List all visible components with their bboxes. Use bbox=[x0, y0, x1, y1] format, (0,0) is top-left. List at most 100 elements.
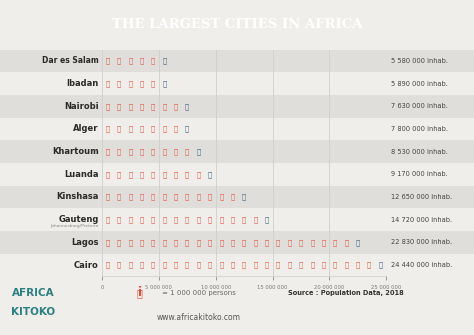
Text: 🚶: 🚶 bbox=[140, 262, 144, 268]
Text: 7 630 000 inhab.: 7 630 000 inhab. bbox=[391, 103, 447, 109]
Text: 🚶: 🚶 bbox=[299, 262, 303, 268]
Text: 🚶: 🚶 bbox=[117, 126, 121, 132]
Bar bbox=[0, 163, 474, 186]
Text: 🚶: 🚶 bbox=[185, 148, 189, 155]
Text: 🚶: 🚶 bbox=[117, 194, 121, 200]
Text: 🚶: 🚶 bbox=[310, 262, 314, 268]
Bar bbox=[0, 231, 474, 254]
Text: 🚶: 🚶 bbox=[106, 103, 109, 110]
Text: Khartoum: Khartoum bbox=[52, 147, 99, 156]
Text: 🚶: 🚶 bbox=[163, 148, 166, 155]
Text: 🚶: 🚶 bbox=[163, 58, 166, 64]
Text: 🚶: 🚶 bbox=[163, 80, 166, 87]
Text: 🚶: 🚶 bbox=[254, 216, 257, 223]
Text: Nairobi: Nairobi bbox=[64, 102, 99, 111]
Text: 🚶: 🚶 bbox=[106, 80, 109, 87]
Text: 🚶: 🚶 bbox=[140, 216, 144, 223]
Bar bbox=[0, 208, 474, 231]
Text: 🚶: 🚶 bbox=[117, 239, 121, 246]
Text: Source : Population Data, 2018: Source : Population Data, 2018 bbox=[288, 290, 404, 296]
Text: 🚶: 🚶 bbox=[151, 103, 155, 110]
Text: 🚶: 🚶 bbox=[265, 216, 269, 223]
Text: Dar es Salam: Dar es Salam bbox=[42, 56, 99, 65]
Text: Gauteng: Gauteng bbox=[58, 215, 99, 224]
Text: Alger: Alger bbox=[73, 125, 99, 133]
Text: 🚶: 🚶 bbox=[128, 194, 132, 200]
Text: 7 800 000 inhab.: 7 800 000 inhab. bbox=[391, 126, 448, 132]
Text: Cairo: Cairo bbox=[74, 261, 99, 270]
Text: 🚶: 🚶 bbox=[174, 103, 178, 110]
Text: 🚶: 🚶 bbox=[151, 126, 155, 132]
Text: 🚶: 🚶 bbox=[151, 194, 155, 200]
Text: 🚶: 🚶 bbox=[322, 262, 326, 268]
Text: 🚶: 🚶 bbox=[151, 171, 155, 178]
Text: 🚶: 🚶 bbox=[208, 239, 212, 246]
Text: 🚶: 🚶 bbox=[219, 194, 223, 200]
Text: 🚶: 🚶 bbox=[310, 239, 314, 246]
Text: 🚶: 🚶 bbox=[163, 194, 166, 200]
Text: 🚶: 🚶 bbox=[140, 239, 144, 246]
Text: 🚶: 🚶 bbox=[163, 103, 166, 110]
Text: 🚶: 🚶 bbox=[231, 216, 235, 223]
Text: AFRICA: AFRICA bbox=[12, 288, 55, 298]
Text: 🚶: 🚶 bbox=[185, 171, 189, 178]
Text: 🚶: 🚶 bbox=[174, 262, 178, 268]
Text: 🚶: 🚶 bbox=[356, 239, 360, 246]
Text: 🚶: 🚶 bbox=[151, 80, 155, 87]
Text: 🚶: 🚶 bbox=[367, 262, 371, 268]
Text: 🚶: 🚶 bbox=[333, 262, 337, 268]
Text: 🚶: 🚶 bbox=[128, 262, 132, 268]
Text: 🚶: 🚶 bbox=[106, 262, 109, 268]
Text: 🚶: 🚶 bbox=[117, 262, 121, 268]
Text: 🚶: 🚶 bbox=[208, 262, 212, 268]
Text: 🚶: 🚶 bbox=[242, 239, 246, 246]
Text: 🚶: 🚶 bbox=[265, 262, 269, 268]
Text: 🚶: 🚶 bbox=[345, 262, 348, 268]
Text: 🚶: 🚶 bbox=[117, 148, 121, 155]
Text: 5 580 000 inhab.: 5 580 000 inhab. bbox=[391, 58, 448, 64]
Text: 🚶: 🚶 bbox=[197, 216, 201, 223]
Text: 🚶: 🚶 bbox=[197, 194, 201, 200]
Text: 🚶: 🚶 bbox=[140, 148, 144, 155]
Text: 🚶: 🚶 bbox=[185, 239, 189, 246]
Text: 🚶: 🚶 bbox=[185, 262, 189, 268]
Text: 🚶: 🚶 bbox=[208, 194, 212, 200]
Text: = 1 000 000 persons: = 1 000 000 persons bbox=[162, 290, 236, 296]
Text: 🚶: 🚶 bbox=[163, 126, 166, 132]
Text: 🚶: 🚶 bbox=[197, 148, 201, 155]
Text: 12 650 000 inhab.: 12 650 000 inhab. bbox=[391, 194, 452, 200]
Text: 🚶: 🚶 bbox=[163, 171, 166, 178]
Text: 🚶: 🚶 bbox=[106, 239, 109, 246]
Text: Ibadan: Ibadan bbox=[67, 79, 99, 88]
Text: 🚶: 🚶 bbox=[254, 239, 257, 246]
Text: 🚶: 🚶 bbox=[242, 262, 246, 268]
Text: www.africakitoko.com: www.africakitoko.com bbox=[157, 313, 241, 322]
Text: 8 530 000 inhab.: 8 530 000 inhab. bbox=[391, 149, 447, 155]
Text: 🚶: 🚶 bbox=[208, 171, 212, 178]
Text: 🚶: 🚶 bbox=[185, 126, 189, 132]
Text: 🚶: 🚶 bbox=[117, 58, 121, 64]
Text: 🚶: 🚶 bbox=[276, 239, 280, 246]
Text: 🚶: 🚶 bbox=[288, 239, 292, 246]
Text: 🚶: 🚶 bbox=[219, 239, 223, 246]
Text: 🚶: 🚶 bbox=[106, 58, 109, 64]
Bar bbox=[0, 140, 474, 163]
Text: 🚶: 🚶 bbox=[276, 262, 280, 268]
Text: 🚶: 🚶 bbox=[219, 216, 223, 223]
Text: 🚶: 🚶 bbox=[197, 262, 201, 268]
Text: 🚶: 🚶 bbox=[106, 148, 109, 155]
Text: 🚶: 🚶 bbox=[197, 239, 201, 246]
Text: 14 720 000 inhab.: 14 720 000 inhab. bbox=[391, 217, 452, 223]
Text: 22 830 000 inhab.: 22 830 000 inhab. bbox=[391, 239, 452, 245]
Text: 🚶: 🚶 bbox=[174, 148, 178, 155]
Text: 🚶: 🚶 bbox=[106, 126, 109, 132]
Text: 🚶: 🚶 bbox=[185, 194, 189, 200]
Text: 🚶: 🚶 bbox=[242, 216, 246, 223]
Text: 🚶: 🚶 bbox=[197, 171, 201, 178]
Text: 🚶: 🚶 bbox=[140, 103, 144, 110]
Text: 🚶: 🚶 bbox=[128, 216, 132, 223]
Text: 🚶: 🚶 bbox=[174, 171, 178, 178]
Text: 🚶: 🚶 bbox=[299, 239, 303, 246]
Text: 🚶: 🚶 bbox=[174, 216, 178, 223]
Text: 🚶: 🚶 bbox=[117, 171, 121, 178]
